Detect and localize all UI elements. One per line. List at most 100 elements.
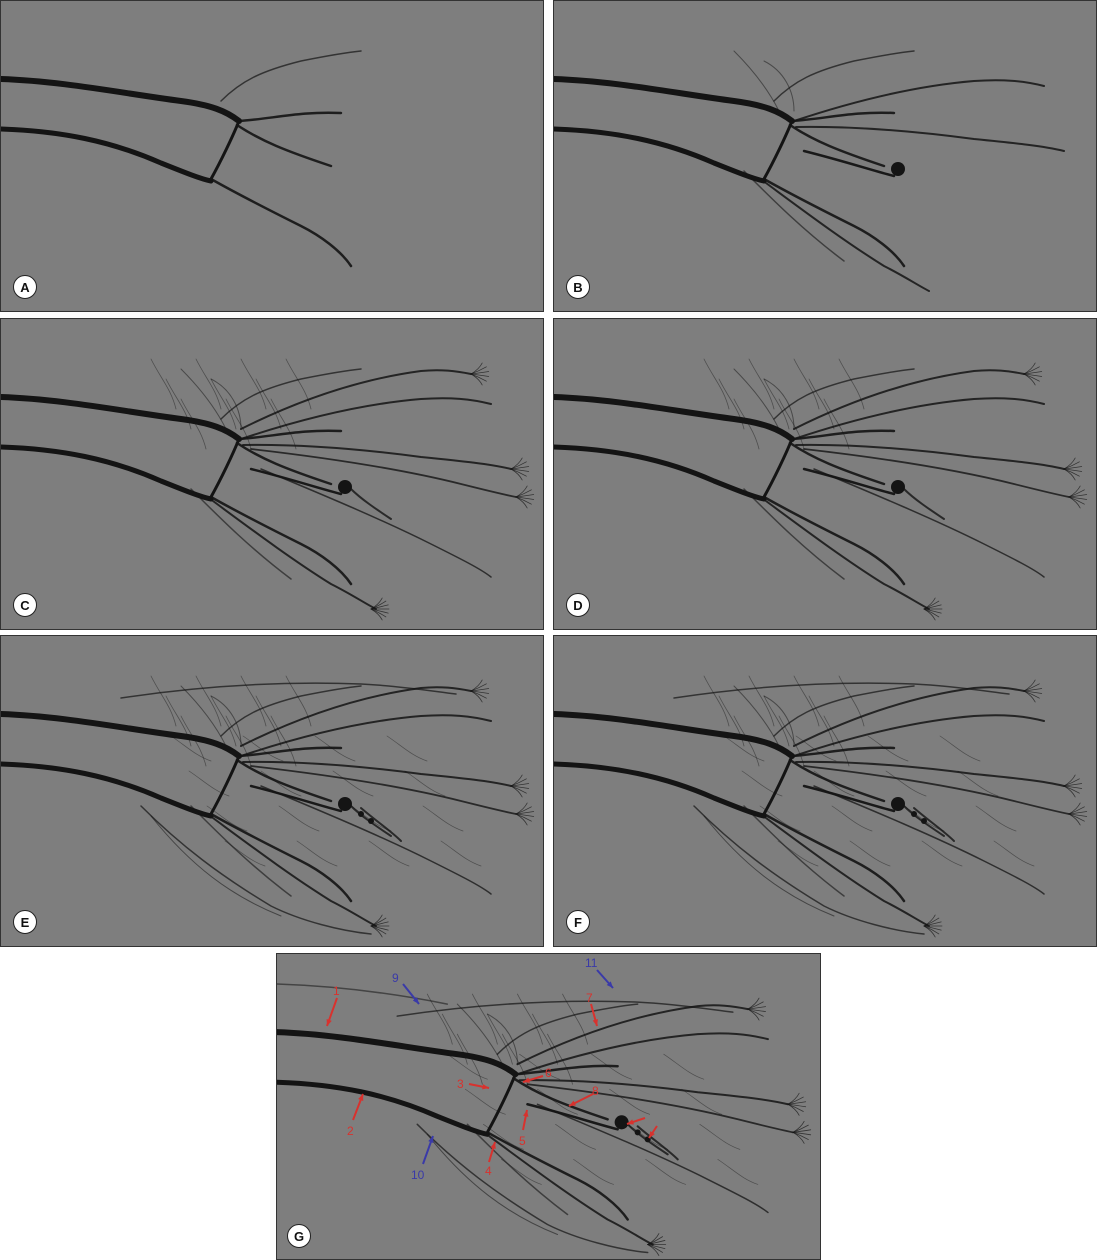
capillary [867, 735, 909, 762]
digital-artery [795, 760, 1065, 787]
panel-label-e: E [13, 910, 37, 934]
ulnar-artery [554, 761, 767, 819]
digital-artery [536, 1103, 769, 1214]
capillary [486, 1013, 513, 1065]
vascular-malformation [360, 807, 402, 842]
capillary [748, 358, 775, 410]
annotation-5: 5 [519, 1134, 526, 1148]
digital-tuft [370, 925, 383, 938]
capillary [793, 675, 820, 727]
capillary [456, 1033, 483, 1085]
radial-artery [1, 711, 242, 759]
venous-return [120, 682, 457, 699]
digital-tuft [647, 1244, 660, 1256]
digital-artery [242, 443, 512, 470]
capillary [741, 770, 783, 797]
annotation-6: 6 [545, 1066, 552, 1080]
capillary [717, 1159, 759, 1185]
malformation-nodule [634, 1129, 641, 1136]
digital-artery [466, 1123, 569, 1216]
digital-tuft [792, 1131, 805, 1144]
capillary [627, 1123, 669, 1150]
capillary [517, 993, 543, 1045]
dorsal-branch [773, 50, 915, 102]
capillary [519, 1053, 560, 1080]
panel-label-g: G [287, 1224, 311, 1248]
capillary [350, 805, 392, 832]
annotation-2: 2 [347, 1124, 354, 1138]
digital-branch [235, 441, 333, 486]
capillary [703, 675, 730, 727]
angiogram-a [1, 50, 362, 268]
digital-artery [765, 182, 930, 292]
digital-branch [788, 758, 886, 803]
capillary [386, 735, 428, 762]
capillary [150, 675, 177, 727]
panel-a: A [0, 0, 544, 312]
arrow-3-head [482, 1084, 489, 1090]
digital-tuft [1068, 496, 1081, 509]
digital-artery [249, 467, 343, 496]
digital-artery [802, 149, 896, 178]
angiogram-f [554, 675, 1088, 938]
digital-artery [526, 1103, 619, 1131]
capillary [823, 398, 850, 450]
capillary [270, 398, 297, 450]
digital-branch [790, 111, 896, 123]
capillary [759, 805, 801, 832]
capillary [718, 695, 745, 747]
vascular-malformation [903, 488, 945, 520]
venous-return [416, 1123, 649, 1254]
digital-artery [743, 170, 845, 262]
digital-tuft [370, 608, 383, 621]
capillary [426, 993, 453, 1045]
capillary [225, 715, 252, 767]
ulnar-artery [1, 126, 214, 184]
digital-artery [212, 500, 377, 610]
palmar-arch [762, 119, 794, 181]
capillary [255, 695, 282, 747]
digital-tuft [747, 1008, 760, 1021]
venous-return [140, 805, 372, 935]
capillary [210, 378, 237, 430]
capillary [813, 770, 855, 797]
digital-artery [240, 714, 492, 757]
annotation-7: 7 [586, 991, 593, 1005]
digital-artery [518, 1079, 789, 1106]
digital-branch [790, 746, 896, 758]
palmar-arch [209, 754, 241, 816]
digital-artery [802, 467, 896, 496]
digital-artery [793, 714, 1045, 757]
digital-artery [250, 765, 517, 815]
annotation-9: 9 [392, 971, 399, 985]
ulnar-artery [277, 1079, 490, 1137]
vascular-malformation [913, 807, 955, 842]
dorsal-branch [220, 685, 362, 737]
capillary [210, 695, 237, 747]
venous-return [703, 815, 835, 917]
arrow-malformation-head [649, 1131, 655, 1138]
radial-artery [554, 76, 795, 124]
dorsal-branch [773, 368, 915, 420]
annotation-11: 11 [585, 956, 598, 970]
capillary [831, 805, 873, 832]
panel-f: F [553, 635, 1097, 947]
digital-tuft [515, 496, 528, 509]
digital-artery [793, 397, 1045, 440]
dorsal-branch [496, 1003, 639, 1055]
vascular-malformation [636, 1125, 679, 1161]
panel-label-c: C [13, 593, 37, 617]
capillary [464, 1088, 506, 1115]
digital-artery [793, 79, 1045, 122]
capillary [532, 1013, 558, 1065]
arrow-10-head [428, 1136, 434, 1143]
panel-c: C [0, 318, 544, 630]
venous-return [673, 682, 1010, 699]
digital-artery [803, 448, 1070, 498]
capillary [255, 378, 282, 430]
capillary [440, 840, 482, 867]
arrow-6-head [523, 1077, 530, 1083]
panel-g: 1 2 3 4 5 6 7 8 9 10 11 G [276, 953, 821, 1260]
capillary [555, 1123, 596, 1150]
capillary [195, 358, 222, 410]
